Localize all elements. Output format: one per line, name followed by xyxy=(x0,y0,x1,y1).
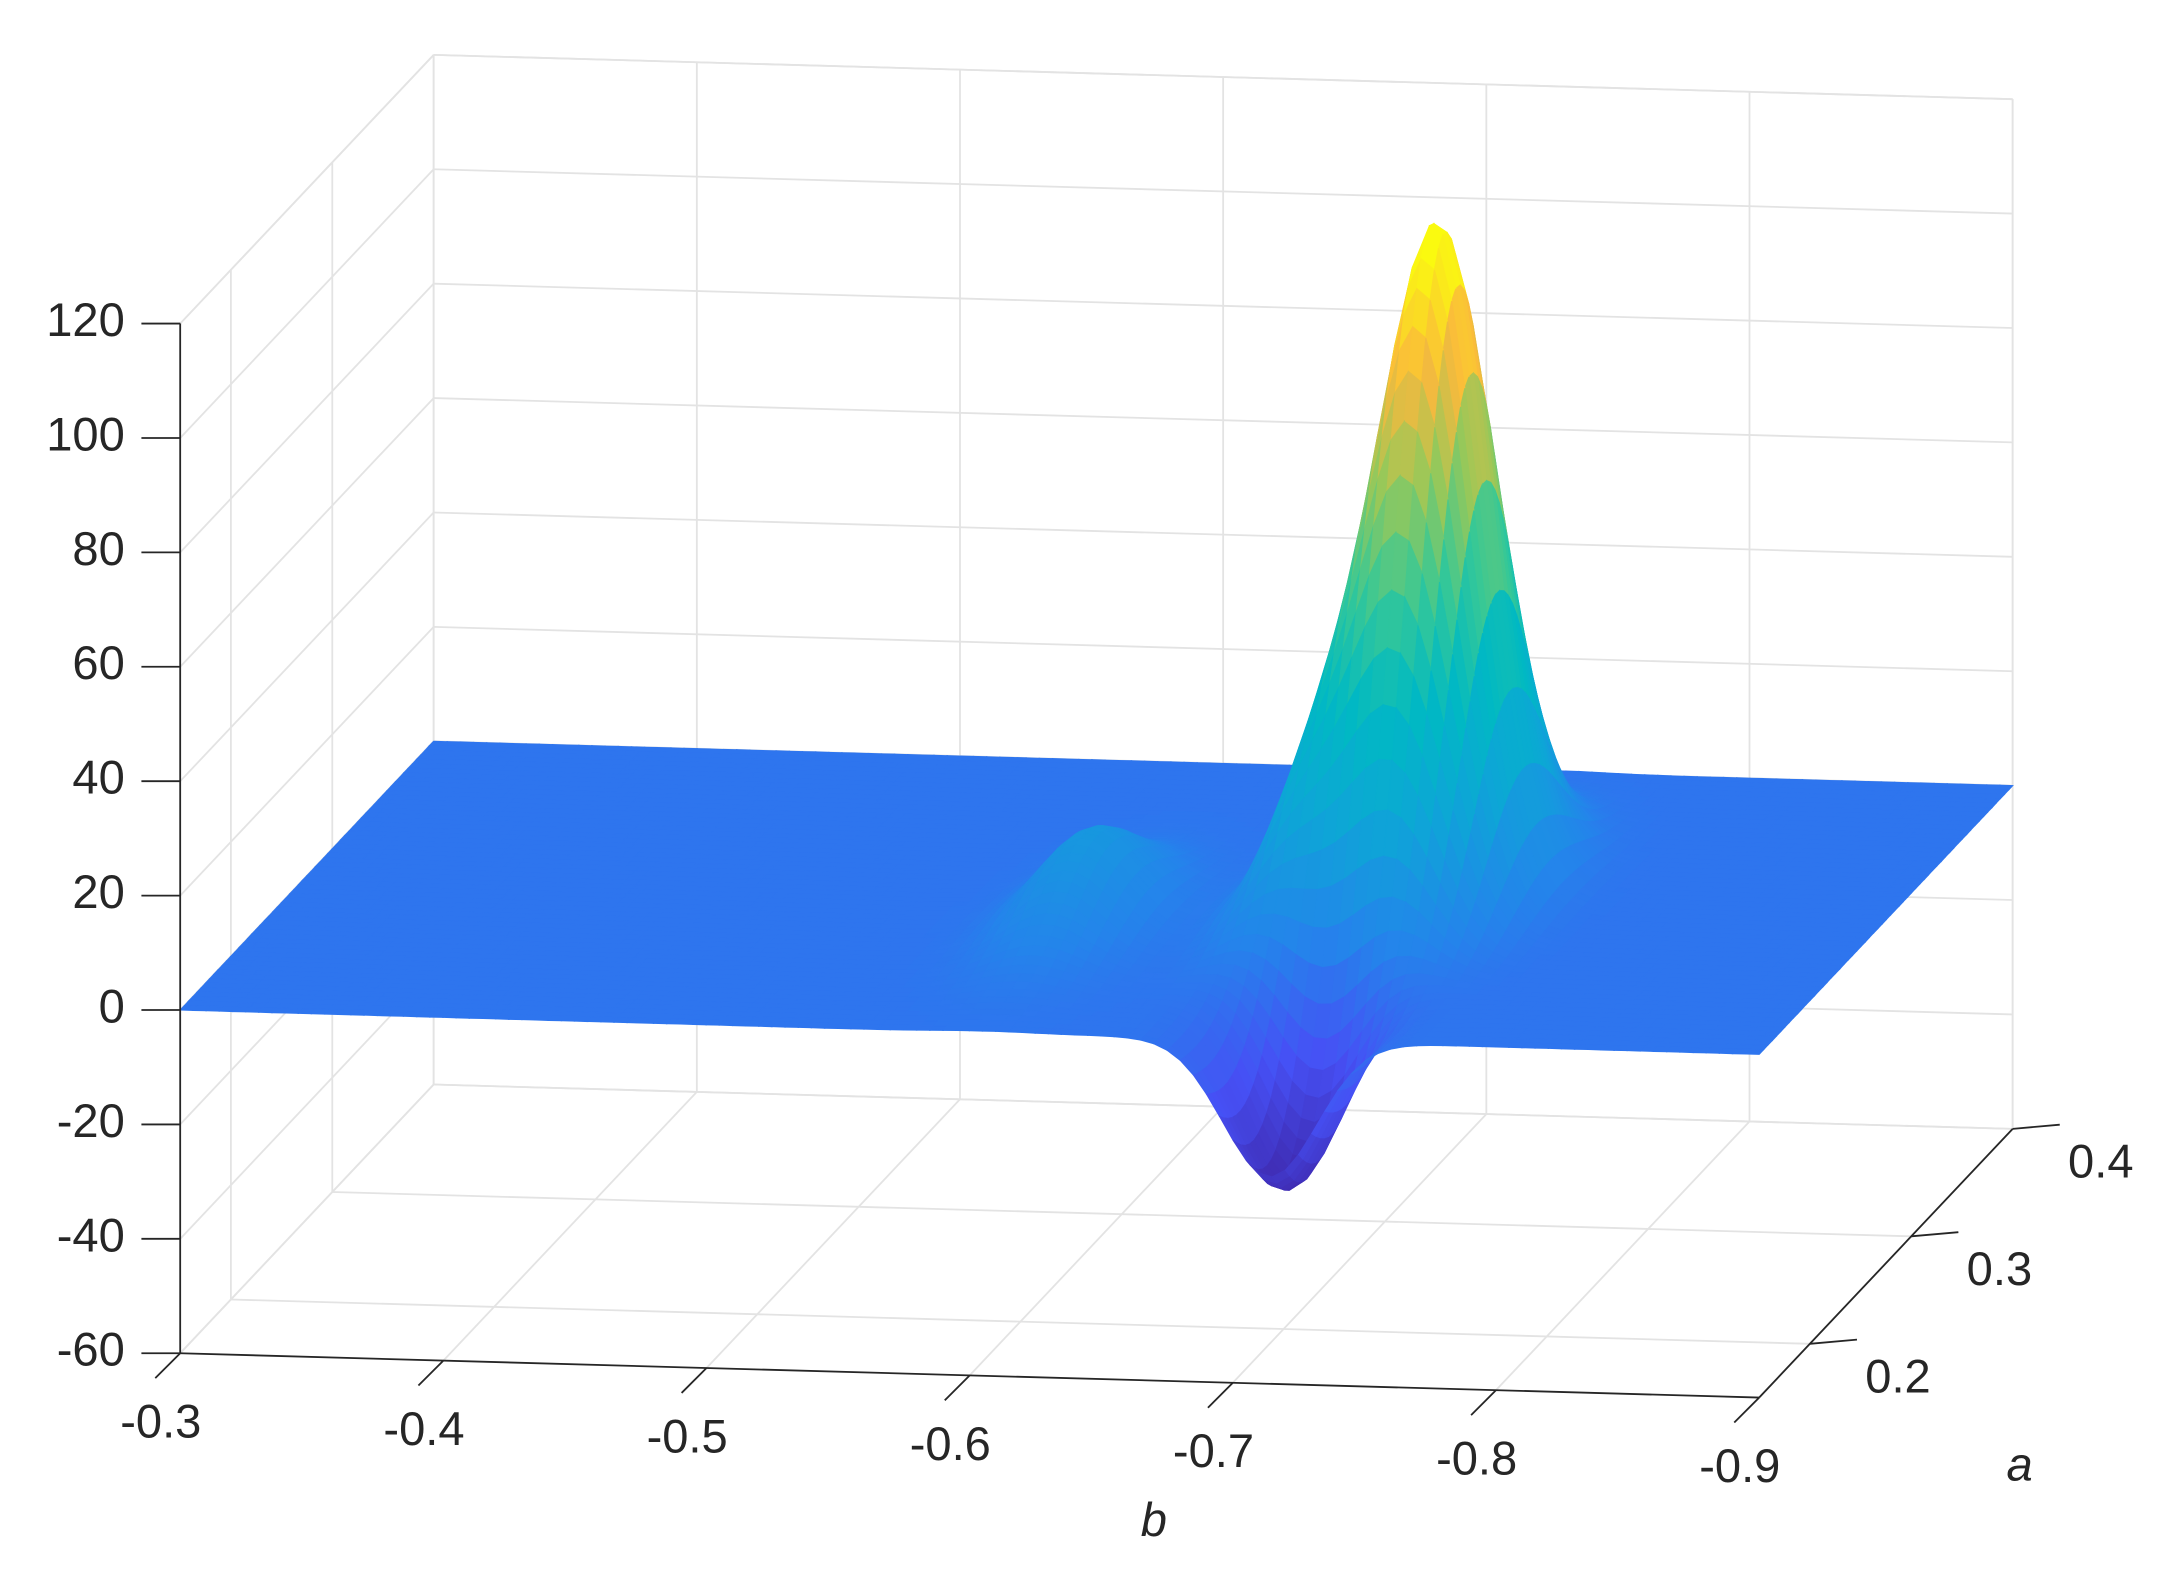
grid-line xyxy=(433,625,2013,673)
box-edge xyxy=(179,54,435,325)
grid-line xyxy=(179,626,435,897)
grid-line xyxy=(433,397,2013,444)
grid-line xyxy=(179,1083,435,1354)
grid-line xyxy=(179,511,435,782)
grid-line xyxy=(179,397,435,668)
grid-line xyxy=(433,168,2013,215)
surface xyxy=(178,222,2014,1191)
grid-line xyxy=(179,283,435,553)
grid-line xyxy=(1232,1113,1487,1384)
grid-line xyxy=(433,511,2013,558)
box-edge xyxy=(433,53,2013,101)
grid-line xyxy=(705,1098,961,1369)
grid-line xyxy=(230,1298,1810,1345)
grid-line xyxy=(442,1091,698,1362)
grid-line xyxy=(1495,1120,1751,1391)
grid xyxy=(179,53,2014,1399)
grid-line xyxy=(433,282,2013,329)
grid-line xyxy=(969,1106,1224,1377)
grid-line xyxy=(332,1191,1912,1238)
grid-line xyxy=(179,168,435,439)
